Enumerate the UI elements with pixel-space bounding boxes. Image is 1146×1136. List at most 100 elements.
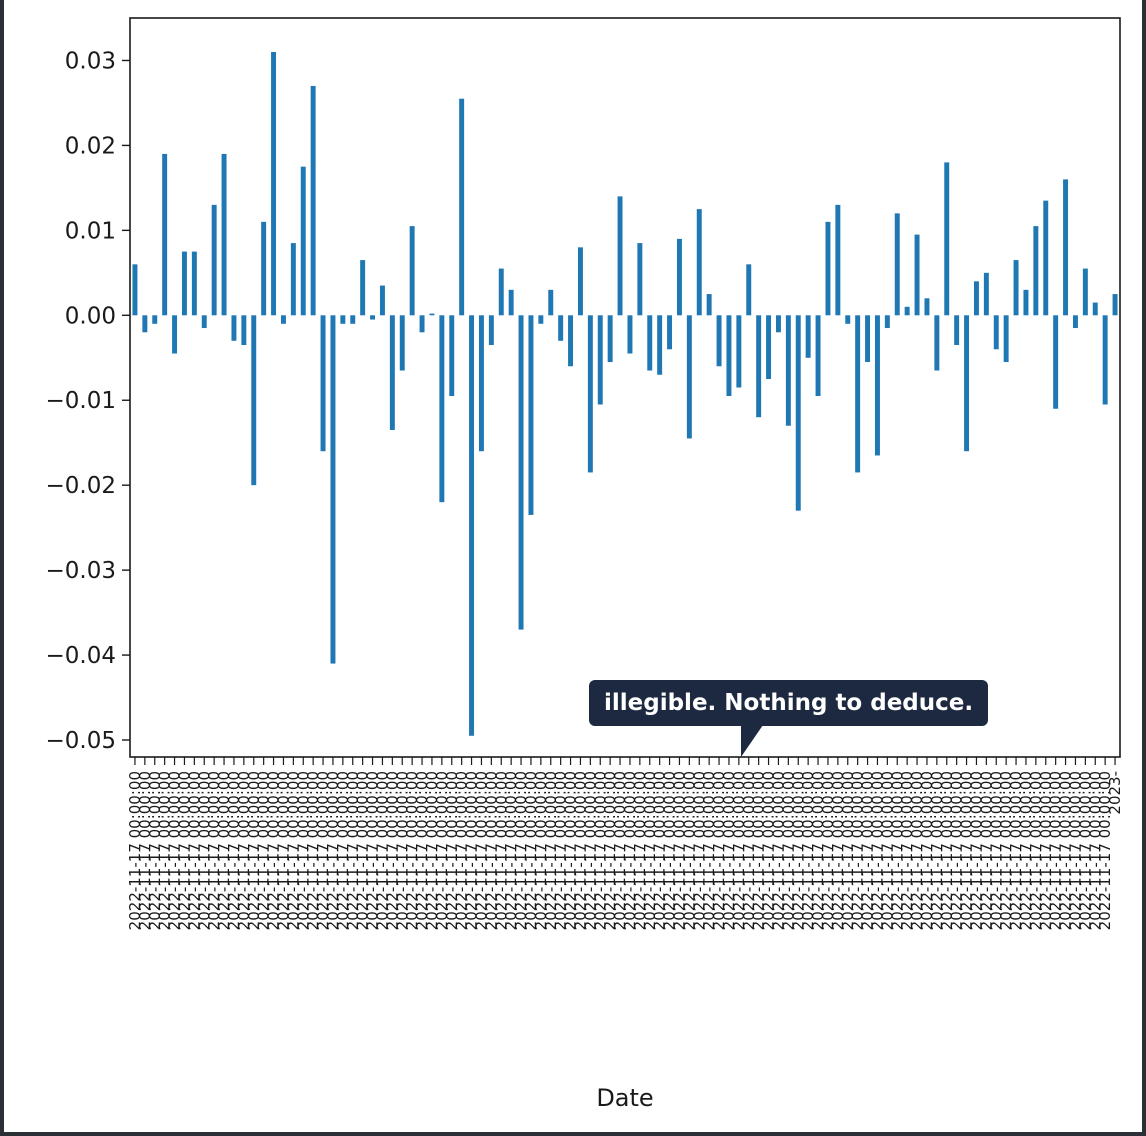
x-tick-label: 2022-11-17 00:00:00 <box>482 771 500 930</box>
x-tick-label: 2022-11-17 00:00:00 <box>423 771 441 930</box>
x-tick-label: 2022-11-17 00:00:00 <box>868 771 886 930</box>
tooltip: illegible. Nothing to deduce. <box>589 680 989 726</box>
x-tick-label: 2022-11-17 00:00:00 <box>839 771 857 930</box>
bar <box>835 204 841 316</box>
bar <box>1053 315 1059 409</box>
y-tick-label: −0.02 <box>46 473 116 499</box>
bar <box>884 315 890 329</box>
x-tick-label: 2022-11-17 00:00:00 <box>750 771 768 930</box>
bar <box>142 315 148 333</box>
bar <box>944 162 950 316</box>
bar <box>310 85 316 316</box>
x-tick-label: 2022-11-17 00:00:00 <box>641 771 659 930</box>
x-tick-label: 2022-11-17 00:00:00 <box>571 771 589 930</box>
x-tick-label: 2022-11-17 00:00:00 <box>779 771 797 930</box>
x-tick-label: 2022-11-17 00:00:00 <box>849 771 867 930</box>
bar <box>865 315 871 363</box>
bar <box>597 315 603 405</box>
y-tick-label: 0.03 <box>65 48 116 74</box>
x-tick-label: 2022-11-17 00:00:00 <box>542 771 560 930</box>
x-tick-label: 2022-11-17 00:00:00 <box>1076 771 1094 930</box>
x-tick-label: 2022-11-17 00:00:00 <box>235 771 253 930</box>
bar <box>538 315 544 324</box>
bar <box>508 289 514 316</box>
x-tick-label: 2022-11-17 00:00:00 <box>977 771 995 930</box>
y-tick-label: −0.03 <box>46 558 116 584</box>
bar <box>568 315 574 367</box>
bar <box>577 247 583 316</box>
bar <box>221 153 227 316</box>
bar <box>379 285 385 316</box>
x-tick-label: 2022-11-17 00:00:00 <box>294 771 312 930</box>
x-tick-label: 2022-11-17 00:00:00 <box>878 771 896 930</box>
y-tick-label: −0.05 <box>46 728 116 754</box>
bar <box>439 315 445 503</box>
bar <box>181 251 187 316</box>
bar <box>756 315 762 418</box>
bar <box>389 315 395 430</box>
x-tick-label: 2022-11-17 00:00:00 <box>581 771 599 930</box>
bar <box>558 315 564 341</box>
bar <box>340 315 346 324</box>
bar <box>805 315 811 358</box>
y-axis: 0.03 0.02 0.01 0.00 −0.01 −0.02 −0.03 −0.04 −0.0… <box>46 48 130 754</box>
x-tick-label: 2022-11-17 00:00:00 <box>1066 771 1084 930</box>
x-tick-label: 2022-11-17 00:00:00 <box>1086 771 1104 930</box>
x-tick-label: 2022-11-17 00:00:00 <box>789 771 807 930</box>
bar <box>201 315 207 329</box>
bar <box>775 315 781 333</box>
bar <box>1023 289 1029 316</box>
x-tick-label: 2022-11-17 00:00:00 <box>373 771 391 930</box>
bar <box>983 272 989 316</box>
bar <box>191 251 197 316</box>
x-tick-label: 2022-11-17 00:00:00 <box>1037 771 1055 930</box>
x-tick-label: 2022-11-17 00:00:00 <box>888 771 906 930</box>
bar <box>330 315 336 664</box>
x-tick-label: 2022-11-17 00:00:00 <box>631 771 649 930</box>
bar <box>766 315 772 380</box>
x-tick-label: 2022-11-17 00:00:00 <box>314 771 332 930</box>
bar <box>647 315 653 371</box>
x-tick-label: 2023- <box>1106 771 1124 815</box>
bar <box>518 315 524 630</box>
x-tick-label: 2022-11-17 00:00:00 <box>918 771 936 930</box>
plot-frame <box>129 17 1121 758</box>
bar <box>874 315 880 456</box>
bar <box>320 315 326 452</box>
bar <box>736 315 742 388</box>
bar <box>1112 294 1118 316</box>
x-tick-label: 2022-11-17 00:00:00 <box>928 771 946 930</box>
x-tick-label: 2022-11-17 00:00:00 <box>651 771 669 930</box>
bar <box>954 315 960 346</box>
x-tick-label: 2022-11-17 00:00:00 <box>393 771 411 930</box>
bar <box>637 243 643 316</box>
bar <box>172 315 178 354</box>
bar <box>934 315 940 371</box>
x-tick-label: 2022-11-17 00:00:00 <box>443 771 461 930</box>
bar <box>231 315 237 341</box>
x-tick-label: 2022-11-17 00:00:00 <box>621 771 639 930</box>
x-tick-label: 2022-11-17 00:00:00 <box>670 771 688 930</box>
bar <box>261 221 267 316</box>
x-tick-label: 2022-11-17 00:00:00 <box>472 771 490 930</box>
x-axis-label: Date <box>596 1084 653 1112</box>
bar <box>162 153 168 316</box>
x-tick-label: 2022-11-17 00:00:00 <box>265 771 283 930</box>
bar <box>1043 200 1049 316</box>
bar <box>716 315 722 367</box>
x-tick-label: 2022-11-17 00:00:00 <box>463 771 481 930</box>
bar <box>726 315 732 396</box>
x-tick-label: 2022-11-17 00:00:00 <box>958 771 976 930</box>
bar <box>914 234 920 316</box>
x-tick-label: 2022-11-17 00:00:00 <box>304 771 322 930</box>
x-tick-label: 2022-11-17 00:00:00 <box>205 771 223 930</box>
bar <box>657 315 663 375</box>
x-tick-label: 2022-11-17 00:00:00 <box>284 771 302 930</box>
x-tick-label: 2022-11-17 00:00:00 <box>938 771 956 930</box>
x-tick-label: 2022-11-17 00:00:00 <box>502 771 520 930</box>
x-tick-label: 2022-11-17 00:00:00 <box>819 771 837 930</box>
x-tick-label: 2022-11-17 00:00:00 <box>185 771 203 930</box>
bar <box>1063 179 1069 316</box>
bar <box>399 315 405 371</box>
x-tick-label: 2022-11-17 00:00:00 <box>700 771 718 930</box>
